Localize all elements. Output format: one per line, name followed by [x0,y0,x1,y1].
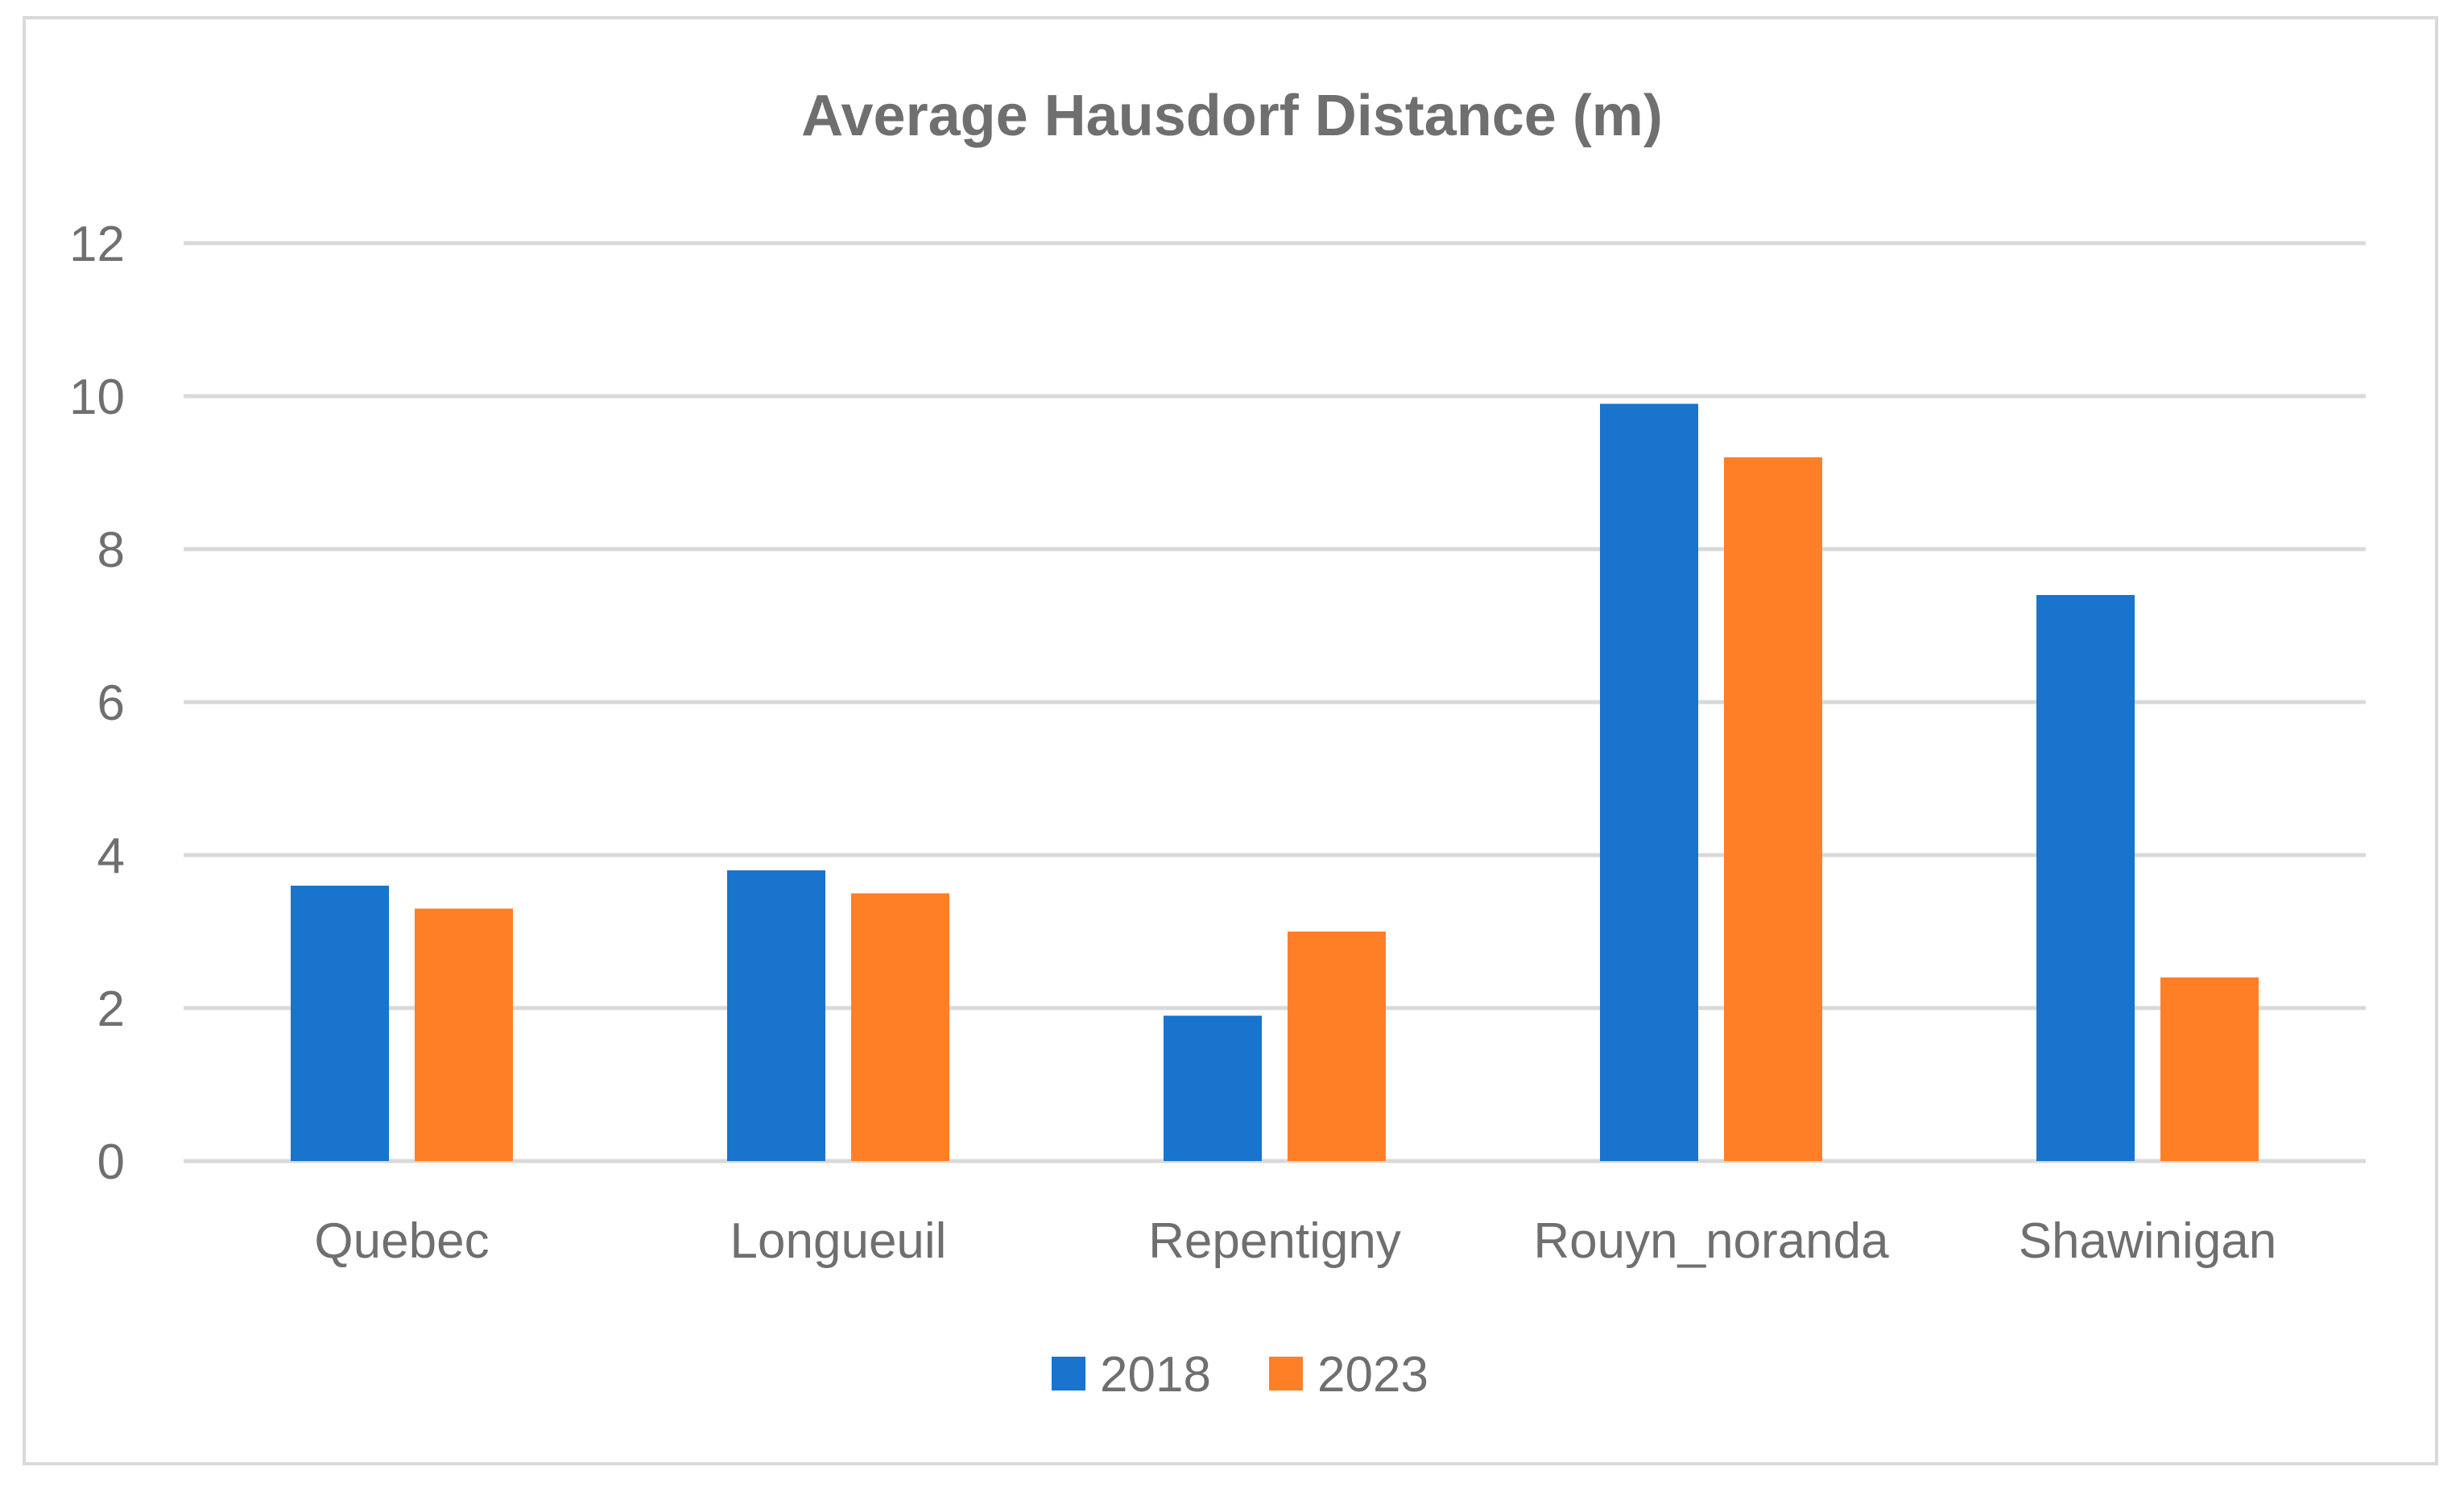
y-tick-label: 6 [97,676,125,731]
y-tick-label: 10 [69,370,125,425]
legend-swatch-2023 [1269,1357,1303,1390]
bar-2023-longueuil [851,893,949,1161]
x-tick-label: Quebec [314,1213,489,1269]
legend-swatch-2018 [1052,1357,1085,1390]
bar-2023-quebec [415,908,513,1161]
bar-2018-longueuil [727,870,825,1161]
bar-2023-repentigny [1288,932,1386,1161]
x-tick-label: Longueuil [730,1213,947,1269]
bar-2018-rouyn_noranda [1600,403,1698,1161]
x-tick-label: Shawinigan [2019,1213,2277,1269]
x-axis-ticks: Quebec Longueuil Repentigny Rouyn_noranda Sh… [314,1213,2276,1269]
legend-label: 2018 [1100,1347,1211,1403]
bar-2018-quebec [291,886,389,1161]
legend-label: 2023 [1317,1347,1428,1403]
chart-frame [23,16,2438,1465]
y-tick-label: 0 [97,1134,125,1190]
y-axis-ticks: 0 2 4 6 8 10 12 [69,217,125,1190]
bars [291,403,2259,1161]
y-tick-label: 4 [97,829,125,884]
chart-title: Average Hausdorf Distance (m) [801,84,1663,148]
bar-2018-repentigny [1164,1015,1262,1161]
y-tick-label: 2 [97,981,125,1037]
bar-2023-rouyn_noranda [1724,457,1822,1161]
y-tick-label: 8 [97,523,125,578]
x-tick-label: Rouyn_noranda [1533,1213,1889,1269]
bar-2023-shawinigan [2160,977,2259,1161]
legend: 2018 2023 [1052,1347,1428,1403]
bar-2018-shawinigan [2036,595,2135,1161]
gridlines [184,241,2366,1163]
y-tick-label: 12 [69,217,125,272]
x-tick-label: Repentigny [1148,1213,1401,1269]
